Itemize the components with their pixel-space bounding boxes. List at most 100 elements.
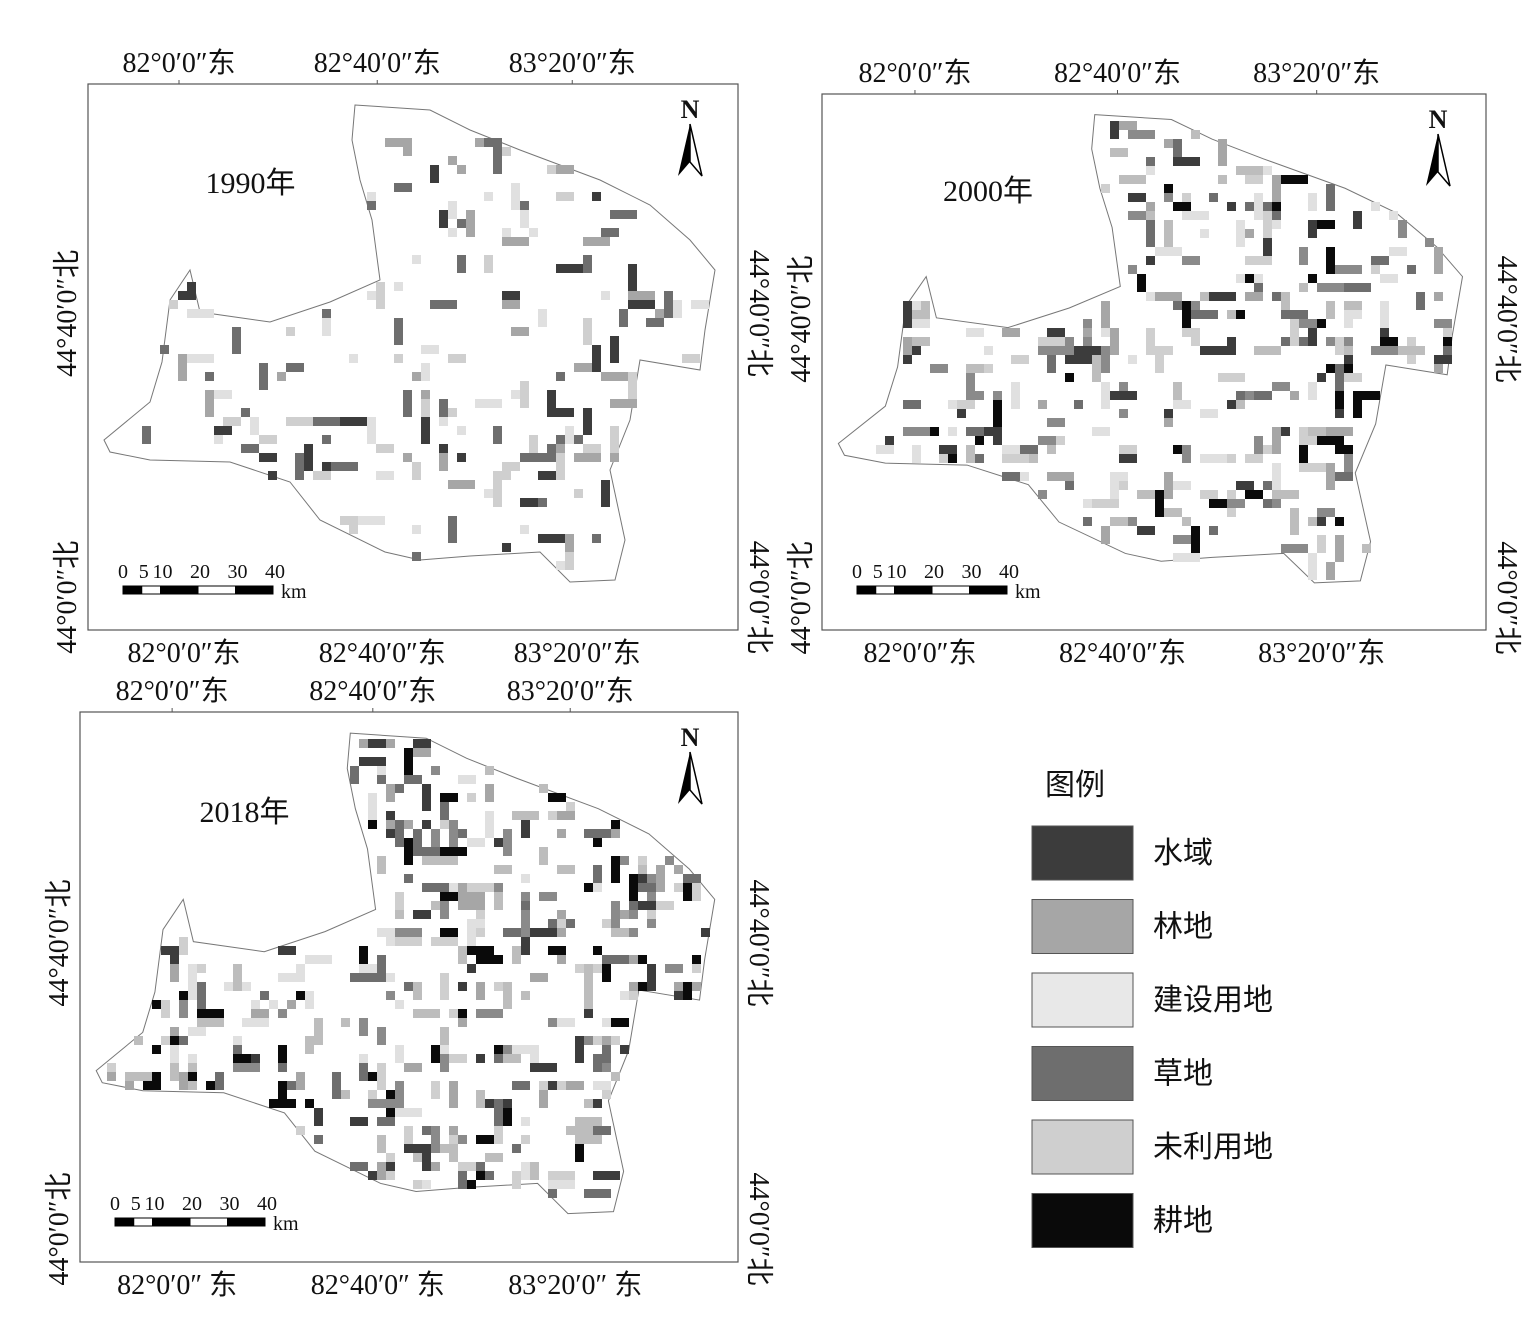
land-cell: [1128, 391, 1137, 400]
land-cell: [503, 1054, 512, 1063]
land-cell: [1299, 337, 1308, 346]
land-cell: [476, 901, 485, 910]
land-cell: [1164, 247, 1173, 256]
land-cell: [547, 408, 556, 417]
land-cell: [912, 454, 921, 463]
land-cell: [439, 408, 448, 417]
land-cell: [619, 210, 628, 219]
land-cell: [921, 310, 930, 319]
land-cell: [691, 300, 700, 309]
land-cell: [1443, 319, 1452, 328]
land-cell: [1146, 202, 1155, 211]
land-cell: [214, 426, 223, 435]
land-cell: [458, 1135, 467, 1144]
land-cell: [494, 892, 503, 901]
land-cell: [422, 1144, 431, 1153]
land-cell: [332, 1090, 341, 1099]
land-cell: [538, 318, 547, 327]
land-cell: [278, 1081, 287, 1090]
land-cell: [440, 892, 449, 901]
land-cell: [610, 336, 619, 345]
land-cell: [583, 363, 592, 372]
land-cell: [484, 489, 493, 498]
scale-unit: km: [281, 581, 307, 603]
land-cell: [1308, 319, 1317, 328]
land-cell: [170, 1027, 179, 1036]
land-cell: [287, 1081, 296, 1090]
land-cell: [529, 453, 538, 462]
scale-label: 10: [153, 561, 173, 583]
land-cell: [1182, 202, 1191, 211]
land-cell: [1263, 229, 1272, 238]
land-cell: [449, 1144, 458, 1153]
land-cell: [1101, 310, 1110, 319]
land-cell: [557, 955, 566, 964]
land-cell: [584, 1099, 593, 1108]
land-cell: [975, 436, 984, 445]
land-cell: [394, 183, 403, 192]
land-cell: [664, 309, 673, 318]
land-cell: [1020, 355, 1029, 364]
land-cell: [1200, 229, 1209, 238]
land-cell: [1191, 337, 1200, 346]
land-cell: [1173, 553, 1182, 562]
land-cell: [593, 1036, 602, 1045]
land-cell: [1245, 256, 1254, 265]
land-cell: [1101, 526, 1110, 535]
land-cell: [520, 327, 529, 336]
land-cell: [152, 1081, 161, 1090]
land-cell: [646, 300, 655, 309]
land-cell: [142, 426, 151, 435]
land-cell: [1128, 355, 1137, 364]
land-cell: [205, 372, 214, 381]
land-cell: [187, 354, 196, 363]
land-cell: [422, 739, 431, 748]
land-cell: [449, 1090, 458, 1099]
scale-segment: [114, 1217, 135, 1227]
land-cell: [1038, 436, 1047, 445]
bottom-tick-label: 83°20′0″东: [1258, 637, 1385, 669]
land-cell: [295, 363, 304, 372]
land-cell: [376, 471, 385, 480]
land-cell: [521, 1081, 530, 1090]
land-cell: [602, 919, 611, 928]
land-cell: [1173, 148, 1182, 157]
legend-label: 水域: [1153, 836, 1213, 871]
land-cell: [1299, 463, 1308, 472]
land-cell: [538, 309, 547, 318]
land-cell: [530, 1171, 539, 1180]
land-cell: [1191, 535, 1200, 544]
land-cell: [520, 390, 529, 399]
land-cell: [359, 1054, 368, 1063]
land-cell: [340, 462, 349, 471]
land-cell: [376, 291, 385, 300]
land-cell: [1254, 274, 1263, 283]
land-cell: [431, 847, 440, 856]
land-cell: [548, 892, 557, 901]
land-cell: [1173, 481, 1182, 490]
land-cell: [377, 856, 386, 865]
land-cell: [350, 973, 359, 982]
land-cell: [521, 874, 530, 883]
land-cell: [966, 400, 975, 409]
land-cell: [422, 802, 431, 811]
land-cell: [503, 928, 512, 937]
land-cell: [521, 829, 530, 838]
land-cell: [440, 937, 449, 946]
land-cell: [197, 1027, 206, 1036]
land-cell: [557, 1081, 566, 1090]
scale-label: 10: [887, 561, 907, 583]
land-cell: [476, 910, 485, 919]
land-cell: [170, 973, 179, 982]
land-cell: [170, 964, 179, 973]
land-cell: [466, 480, 475, 489]
land-cell: [187, 291, 196, 300]
land-cell: [502, 147, 511, 156]
land-cell: [1101, 391, 1110, 400]
land-cell: [305, 1045, 314, 1054]
land-cell: [502, 471, 511, 480]
land-cell: [467, 964, 476, 973]
land-cell: [628, 264, 637, 273]
land-cell: [593, 883, 602, 892]
land-cell: [1164, 481, 1173, 490]
